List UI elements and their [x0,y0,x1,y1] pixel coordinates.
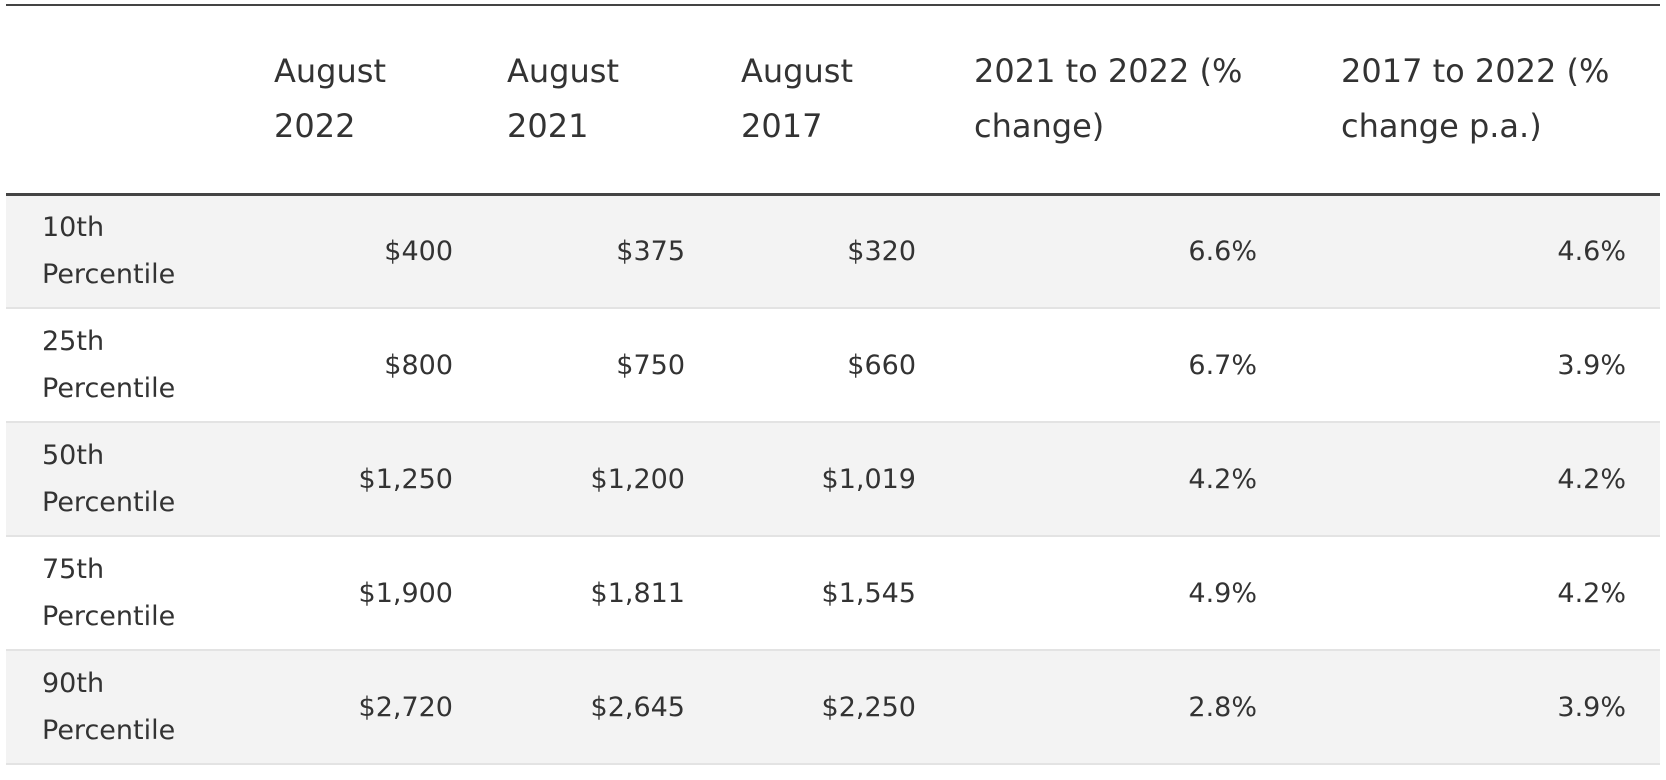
cell-august-2021: $1,811 [590,577,685,609]
row-label: 75th Percentile [42,554,176,632]
row-label: 50th Percentile [42,440,176,518]
cell-change-2021-2022: 6.6% [1188,235,1257,267]
cell-august-2021: $750 [616,349,685,381]
cell-august-2022: $2,720 [358,691,453,723]
cell-change-2021-2022: 6.7% [1188,349,1257,381]
row-label: 25th Percentile [42,326,176,404]
cell-august-2022: $1,900 [358,577,453,609]
cell-change-2017-2022: 3.9% [1557,349,1626,381]
cell-change-2021-2022: 2.8% [1188,691,1257,723]
cell-august-2017: $1,019 [821,463,916,495]
cell-august-2017: $2,250 [821,691,916,723]
table-row: 75th Percentile $1,900 $1,811 $1,545 4.9… [6,536,1660,650]
header-cell-august-2021: August 2021 [507,52,619,146]
table-row: 25th Percentile $800 $750 $660 6.7% 3.9% [6,308,1660,422]
cell-change-2021-2022: 4.9% [1188,577,1257,609]
header-cell-empty [6,6,254,194]
header-cell-august-2022: August 2022 [274,52,386,146]
cell-august-2021: $2,645 [590,691,685,723]
table-header: August 2022 August 2021 August 2017 2021… [6,6,1660,194]
table-row: 10th Percentile $400 $375 $320 6.6% 4.6% [6,194,1660,308]
table-body: 10th Percentile $400 $375 $320 6.6% 4.6%… [6,194,1660,764]
cell-august-2022: $800 [384,349,453,381]
table-row: 90th Percentile $2,720 $2,645 $2,250 2.8… [6,650,1660,764]
cell-august-2021: $375 [616,235,685,267]
percentile-table: August 2022 August 2021 August 2017 2021… [6,6,1660,765]
cell-change-2017-2022: 4.2% [1557,463,1626,495]
cell-august-2017: $660 [847,349,916,381]
table-row: 50th Percentile $1,250 $1,200 $1,019 4.2… [6,422,1660,536]
header-row: August 2022 August 2021 August 2017 2021… [6,6,1660,194]
cell-change-2021-2022: 4.2% [1188,463,1257,495]
cell-august-2022: $400 [384,235,453,267]
cell-august-2021: $1,200 [590,463,685,495]
header-cell-change-2021-2022: 2021 to 2022 (% change) [974,52,1243,146]
cell-august-2022: $1,250 [358,463,453,495]
row-label: 10th Percentile [42,212,176,291]
cell-change-2017-2022: 4.6% [1557,235,1626,267]
cell-august-2017: $1,545 [821,577,916,609]
row-label: 90th Percentile [42,668,176,746]
cell-change-2017-2022: 3.9% [1557,691,1626,723]
cell-august-2017: $320 [847,235,916,267]
header-cell-change-2017-2022: 2017 to 2022 (% change p.a.) [1341,52,1610,146]
table-top-rule [6,4,1660,6]
header-cell-august-2017: August 2017 [741,52,853,146]
cell-change-2017-2022: 4.2% [1557,577,1626,609]
